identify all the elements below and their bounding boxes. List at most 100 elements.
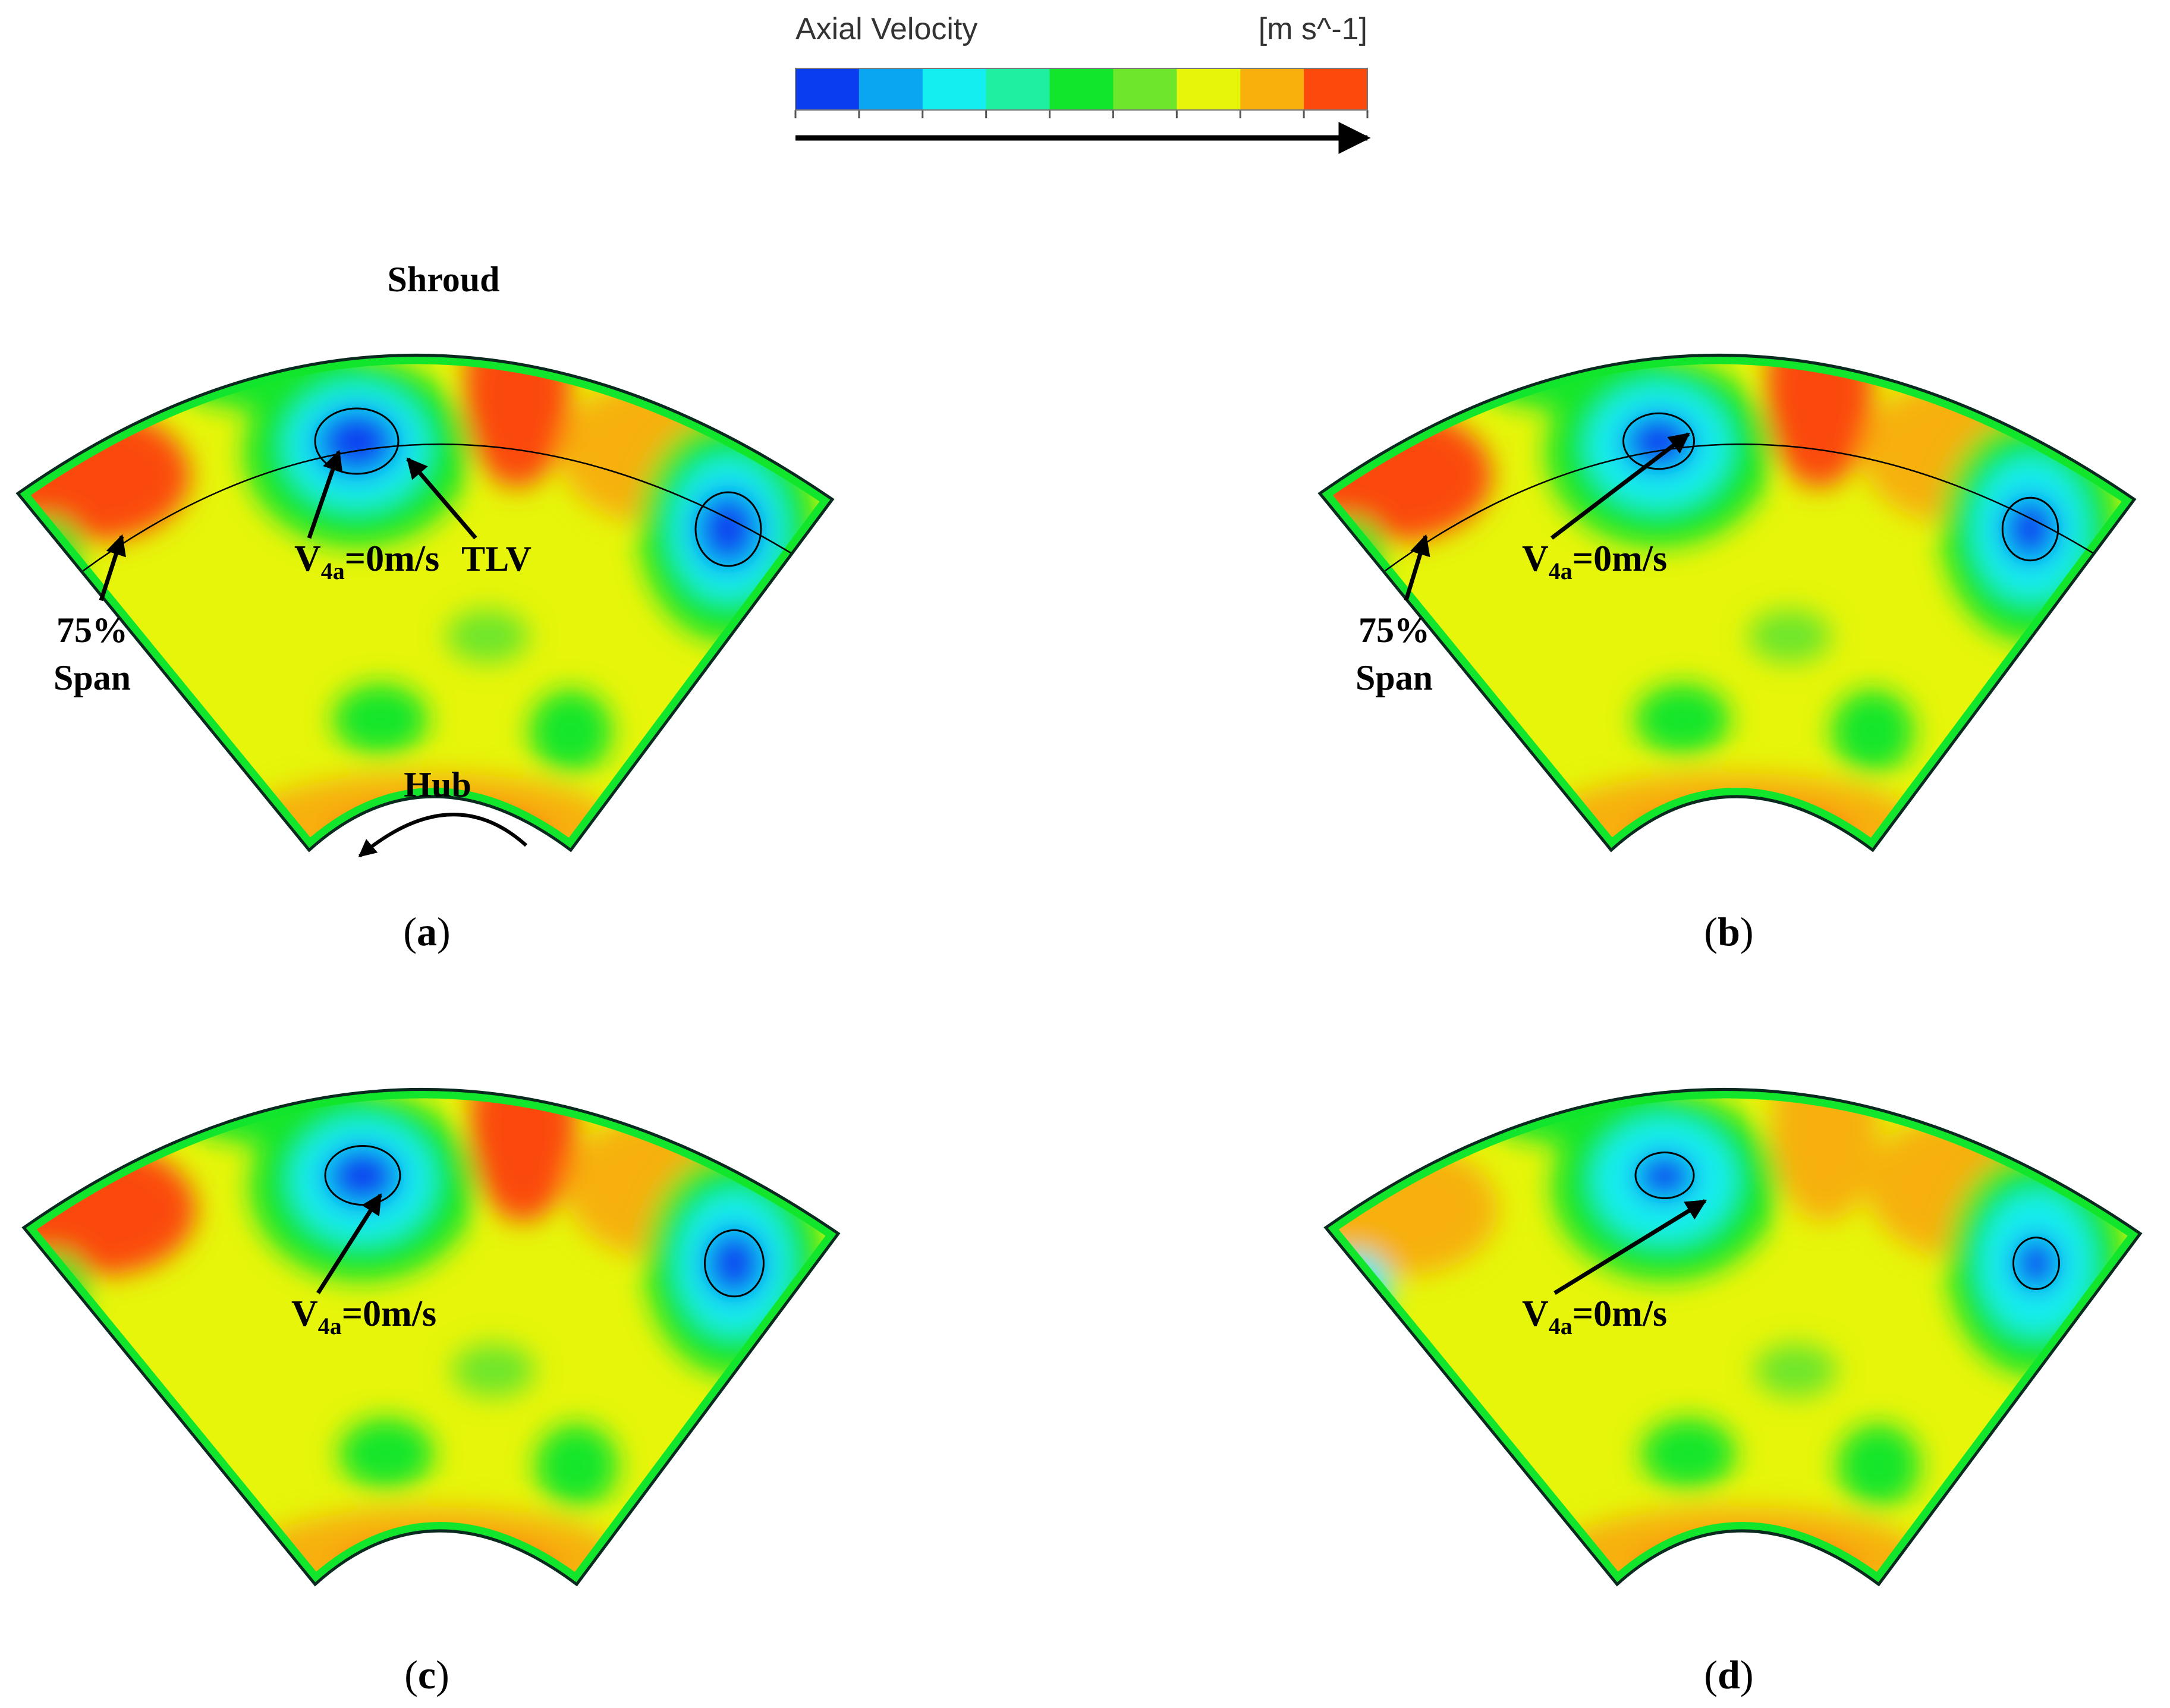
span-arrow-a bbox=[99, 534, 126, 602]
v4a-sub: 4a bbox=[321, 558, 345, 584]
legend-unit: [m s^-1] bbox=[1259, 12, 1367, 46]
contour-region bbox=[1772, 1089, 1879, 1222]
panel-label: (a) bbox=[403, 909, 450, 954]
rotation-arrow bbox=[358, 813, 528, 858]
contour-region bbox=[446, 609, 529, 663]
span-word-a: Span bbox=[54, 658, 131, 697]
contour-region bbox=[1831, 690, 1914, 773]
legend-colorbar bbox=[794, 68, 1369, 118]
contour-region bbox=[535, 1424, 618, 1507]
panel-label-letter: b bbox=[1718, 909, 1740, 954]
contour-region bbox=[464, 355, 571, 487]
panel-label: (d) bbox=[1704, 1652, 1753, 1697]
panel-label-close: ) bbox=[1740, 1652, 1754, 1697]
v4a-sub: 4a bbox=[1549, 1313, 1573, 1339]
contour-region bbox=[470, 1089, 577, 1222]
contour-region bbox=[1837, 1424, 1920, 1507]
contour-region bbox=[1754, 1344, 1837, 1397]
field-layer bbox=[1326, 1089, 2125, 1584]
contour-region bbox=[1326, 1144, 1498, 1275]
legend-swatch bbox=[1177, 68, 1241, 110]
v4a-annotation: V4a=0m/s bbox=[1522, 1294, 1667, 1339]
contour-region bbox=[1766, 355, 1873, 487]
contour-region bbox=[24, 1144, 196, 1275]
contour-region bbox=[18, 410, 190, 541]
legend-swatch bbox=[1240, 68, 1304, 110]
zero-contour bbox=[2001, 496, 2059, 562]
tlv-arrow bbox=[406, 457, 477, 540]
panel-label-letter: c bbox=[418, 1652, 436, 1697]
v4a-main: V bbox=[1522, 1294, 1549, 1334]
panel-b-annotations: 75% Span bbox=[1356, 534, 1433, 697]
v4a-sub: 4a bbox=[318, 1313, 342, 1339]
panel-label-close: ) bbox=[437, 909, 451, 954]
v4a-tail: =0m/s bbox=[345, 539, 439, 579]
v4a-tail: =0m/s bbox=[1573, 1294, 1667, 1334]
contour-panel bbox=[0, 297, 844, 880]
panel-label-letter: d bbox=[1718, 1652, 1740, 1697]
v4a-main: V bbox=[1522, 539, 1549, 579]
contour-panel bbox=[1308, 1031, 2152, 1614]
legend-frame bbox=[795, 68, 1368, 111]
legend: Axial Velocity [m s^-1] bbox=[794, 12, 1371, 154]
contour-region bbox=[1641, 1418, 1736, 1489]
span-arrow-b bbox=[1404, 534, 1430, 602]
contour-region bbox=[1635, 684, 1730, 755]
v4a-annotation: V4a=0m/s bbox=[1522, 539, 1667, 584]
panel-label-close: ) bbox=[1740, 909, 1754, 954]
span-percent-b: 75% bbox=[1358, 611, 1430, 650]
v4a-annotation: V4a=0m/s bbox=[294, 539, 439, 584]
v4a-annotation: V4a=0m/s bbox=[291, 1294, 436, 1339]
legend-swatch bbox=[1113, 68, 1177, 110]
legend-swatch bbox=[922, 68, 987, 110]
span-word-b: Span bbox=[1356, 658, 1433, 697]
contour-region bbox=[529, 690, 612, 773]
contour-region bbox=[712, 1237, 757, 1290]
panel-a-annotations: Shroud Hub TLV 75% Span bbox=[54, 260, 532, 858]
hub-label: Hub bbox=[404, 765, 471, 804]
panel-label-open: ( bbox=[1704, 1652, 1718, 1697]
zero-contour bbox=[1634, 1152, 1695, 1199]
v4a-arrow bbox=[307, 449, 343, 539]
contour-field bbox=[1326, 1089, 2140, 1584]
panel-label-letter: a bbox=[417, 909, 437, 954]
contour-region bbox=[339, 1418, 434, 1489]
contour-region bbox=[333, 1151, 392, 1200]
legend-swatch bbox=[1049, 68, 1114, 110]
panel-label-close: ) bbox=[436, 1652, 449, 1697]
panel-label-open: ( bbox=[1704, 909, 1718, 954]
contour-region bbox=[1320, 410, 1492, 541]
span-line bbox=[83, 443, 791, 572]
panel-label-open: ( bbox=[404, 1652, 418, 1697]
legend-title: Axial Velocity bbox=[795, 12, 977, 46]
zero-contour bbox=[694, 491, 762, 567]
span-percent-a: 75% bbox=[56, 611, 128, 650]
v4a-main: V bbox=[291, 1294, 318, 1334]
contour-region bbox=[1748, 609, 1831, 663]
contour-field bbox=[1320, 355, 2134, 850]
legend-swatch bbox=[1304, 68, 1368, 110]
contour-panel bbox=[1302, 297, 2146, 880]
zero-contour bbox=[2012, 1237, 2060, 1290]
contour-region bbox=[703, 499, 753, 559]
panel-label: (c) bbox=[404, 1652, 449, 1697]
shroud-label: Shroud bbox=[387, 260, 499, 299]
v4a-tail: =0m/s bbox=[342, 1294, 436, 1334]
contour-region bbox=[1641, 1156, 1688, 1194]
span-line bbox=[1385, 443, 2093, 572]
legend-swatch bbox=[858, 68, 923, 110]
v4a-sub: 4a bbox=[1549, 558, 1573, 584]
v4a-arrow bbox=[1550, 432, 1690, 540]
zero-contour bbox=[1622, 412, 1695, 470]
contour-region bbox=[452, 1344, 535, 1397]
v4a-tail: =0m/s bbox=[1573, 539, 1667, 579]
panel-label: (b) bbox=[1704, 909, 1753, 954]
zero-contour bbox=[704, 1229, 765, 1298]
legend-swatch bbox=[986, 68, 1051, 110]
panel-label-open: ( bbox=[403, 909, 417, 954]
contour-region bbox=[2009, 504, 2052, 555]
contour-region bbox=[2018, 1243, 2054, 1284]
v4a-main: V bbox=[294, 539, 321, 579]
contour-region bbox=[333, 684, 428, 755]
